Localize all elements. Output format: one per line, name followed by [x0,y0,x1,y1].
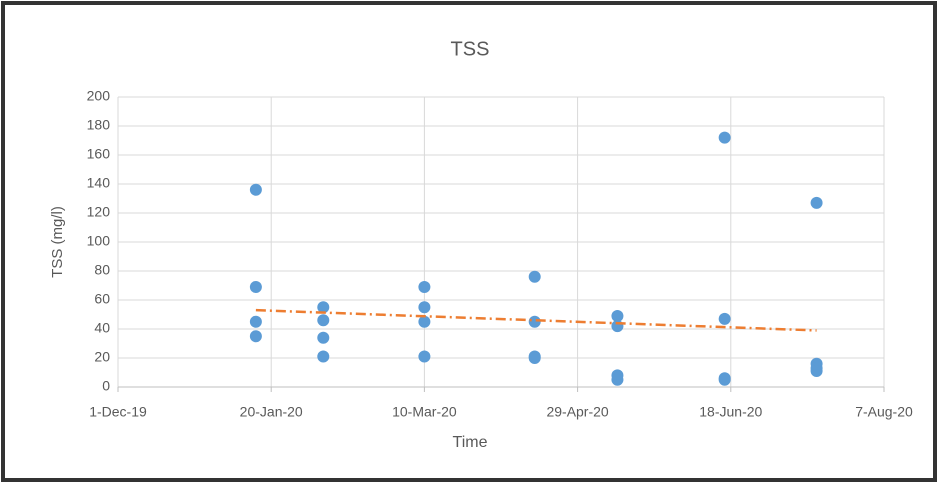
y-tick-label: 140 [87,175,111,191]
point [418,350,431,363]
x-tick-label: 18-Jun-20 [699,404,762,420]
point [418,280,431,293]
y-tick-label: 200 [87,88,111,104]
point [611,373,624,386]
y-tick-label: 160 [87,146,111,162]
point [418,315,431,328]
point [718,373,731,386]
y-tick-label: 60 [94,291,110,307]
x-tick-label: 1-Dec-19 [89,404,147,420]
point [810,196,823,209]
point [249,330,262,343]
point [317,331,330,344]
y-tick-label: 100 [87,233,111,249]
point [418,301,431,314]
y-tick-label: 120 [87,204,111,220]
trendline [255,308,817,332]
y-tick-label: 0 [102,378,110,394]
point [317,350,330,363]
point [528,315,541,328]
point [317,314,330,327]
chart-title: TSS [451,38,490,60]
y-tick-label: 80 [94,262,110,278]
x-tick-label: 10-Mar-20 [392,404,457,420]
point [317,301,330,314]
point [528,352,541,364]
point [249,315,262,328]
point [249,280,262,293]
point [718,131,731,144]
x-tick-label: 29-Apr-20 [546,404,608,420]
point [611,320,624,333]
y-tick-label: 180 [87,117,111,133]
point [528,270,541,283]
point [810,365,823,378]
point [718,312,731,325]
y-axis-label: TSS (mg/l) [49,206,66,278]
point [249,183,262,196]
x-tick-label: 20-Jan-20 [240,404,303,420]
y-tick-label: 20 [94,349,110,365]
point [611,309,624,322]
y-tick-label: 40 [94,320,110,336]
x-axis-label: Time [453,434,488,451]
x-tick-label: 7-Aug-20 [855,404,913,420]
